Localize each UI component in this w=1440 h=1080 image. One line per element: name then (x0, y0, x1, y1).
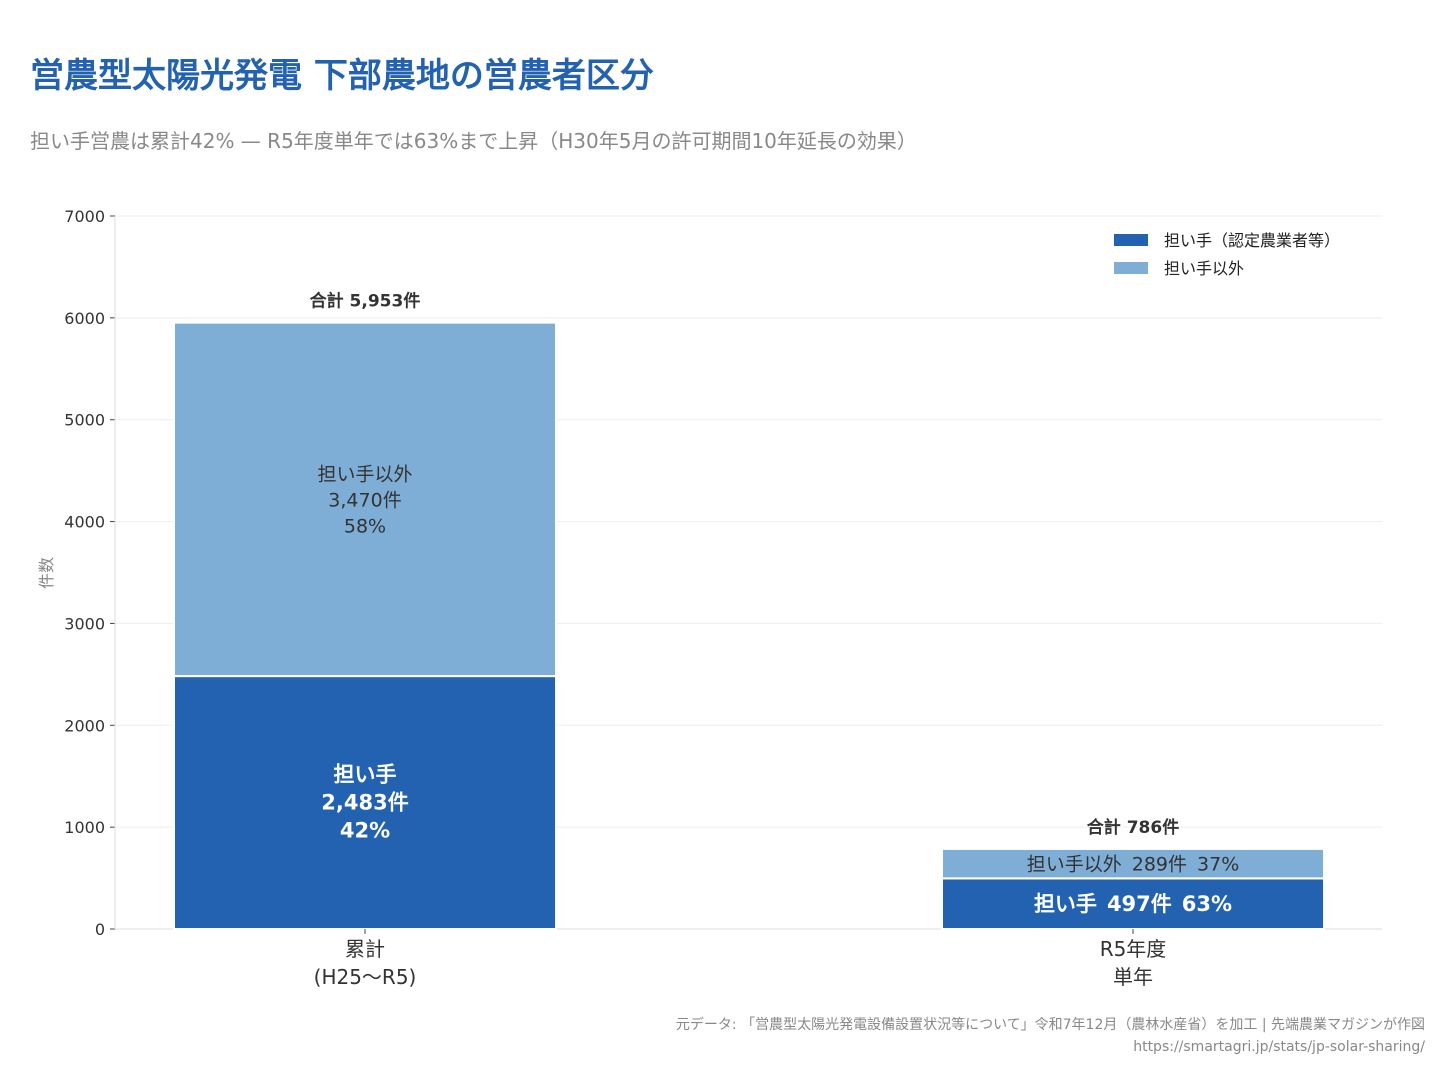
x-tick-label: 累計 (345, 937, 385, 961)
y-tick-label: 5000 (64, 411, 105, 430)
data-label: 2,483件 (321, 791, 408, 815)
chart-subtitle: 担い手営農は累計42% — R5年度単年では63%まで上昇（H30年5月の許可期… (30, 129, 917, 153)
legend-label: 担い手以外 (1164, 259, 1244, 278)
total-label: 合計 786件 (1087, 817, 1179, 838)
y-tick-label: 7000 (64, 207, 105, 226)
chart-title: 営農型太陽光発電 下部農地の営農者区分 (30, 56, 654, 96)
y-tick-label: 1000 (64, 818, 105, 837)
legend-swatch (1114, 262, 1148, 274)
legend-label: 担い手（認定農業者等） (1164, 231, 1340, 250)
data-label: 担い手以外 (317, 463, 412, 485)
bar-segment-ninaite (173, 675, 557, 930)
bar-segment-other (941, 847, 1325, 880)
data-label: 58% (344, 515, 386, 537)
data-label-inline: 担い手 497件 63% (1034, 892, 1232, 916)
y-tick-label: 2000 (64, 716, 105, 735)
data-label: 63% (1182, 892, 1232, 916)
x-tick-label: 単年 (1113, 965, 1153, 989)
y-tick-label: 0 (95, 920, 105, 939)
y-tick-label: 6000 (64, 309, 105, 328)
data-label: 497件 (1107, 892, 1172, 916)
x-tick-label: (H25〜R5) (314, 965, 417, 989)
y-tick-label: 3000 (64, 614, 105, 633)
data-label-inline: 担い手以外 289件 37% (1027, 853, 1240, 875)
legend-swatch (1114, 234, 1148, 246)
data-label: 37% (1197, 853, 1239, 875)
bar-segment-other (173, 321, 557, 678)
data-label: 担い手以外 (1027, 853, 1122, 875)
y-axis-label: 件数 (37, 557, 56, 589)
x-tick-label: R5年度 (1100, 937, 1167, 961)
source-note: 元データ: 「営農型太陽光発電設備設置状況等について」令和7年12月（農林水産省… (675, 1017, 1425, 1033)
data-label: 担い手 (1034, 892, 1097, 916)
data-label: 3,470件 (328, 489, 401, 511)
data-label: 289件 (1132, 853, 1187, 875)
data-label: 42% (340, 819, 390, 843)
data-label: 担い手 (334, 763, 397, 787)
y-tick-label: 4000 (64, 513, 105, 532)
source-url: https://smartagri.jp/stats/jp-solar-shar… (1133, 1039, 1425, 1055)
total-label: 合計 5,953件 (310, 291, 421, 312)
